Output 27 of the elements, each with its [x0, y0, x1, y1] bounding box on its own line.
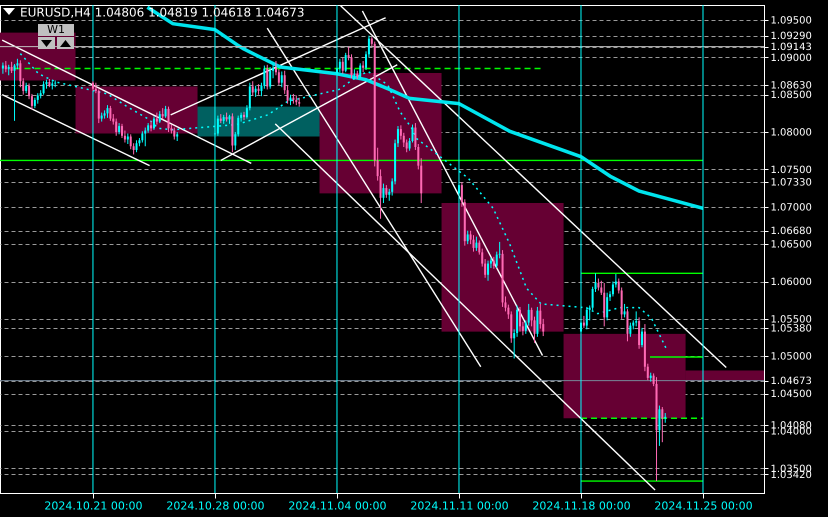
x-tick-label: 2024.11.25 00:00 [654, 500, 753, 512]
x-tick-label: 2024.11.18 00:00 [532, 500, 631, 512]
x-tick-label: 2024.10.28 00:00 [166, 500, 265, 512]
y-tick-label: 1.08500 [770, 90, 812, 102]
y-tick-label: 1.09000 [770, 52, 812, 64]
x-tick-label: 2024.11.04 00:00 [288, 500, 387, 512]
y-tick-label: 1.04000 [770, 426, 812, 438]
y-tick-label: 1.05380 [770, 323, 812, 334]
y-tick-label: 1.07330 [770, 178, 812, 189]
y-tick-label: 1.04673 [770, 376, 812, 388]
y-tick-label: 1.06000 [770, 277, 812, 288]
y-tick-label: 1.05500 [770, 314, 812, 326]
y-tick-label: 1.05000 [770, 352, 812, 363]
y-tick-label: 1.04500 [770, 389, 812, 400]
y-tick-label: 1.07000 [770, 202, 812, 214]
y-tick-label: 1.09500 [770, 15, 812, 26]
x-tick-label: 2024.11.11 00:00 [410, 500, 509, 512]
timeframe-button: W1 [38, 24, 74, 36]
y-tick-label: 1.06680 [770, 226, 812, 238]
y-tick-label: 1.03420 [770, 470, 812, 481]
y-tick-label: 1.07500 [770, 164, 812, 176]
x-tick-label: 2024.10.21 00:00 [44, 500, 143, 512]
y-tick-label: 1.08630 [770, 80, 812, 92]
y-tick-label: 1.09290 [770, 31, 812, 42]
y-tick-label: 1.09143 [770, 42, 812, 54]
y-tick-label: 1.06500 [770, 240, 812, 251]
y-tick-label: 1.08000 [770, 128, 812, 139]
